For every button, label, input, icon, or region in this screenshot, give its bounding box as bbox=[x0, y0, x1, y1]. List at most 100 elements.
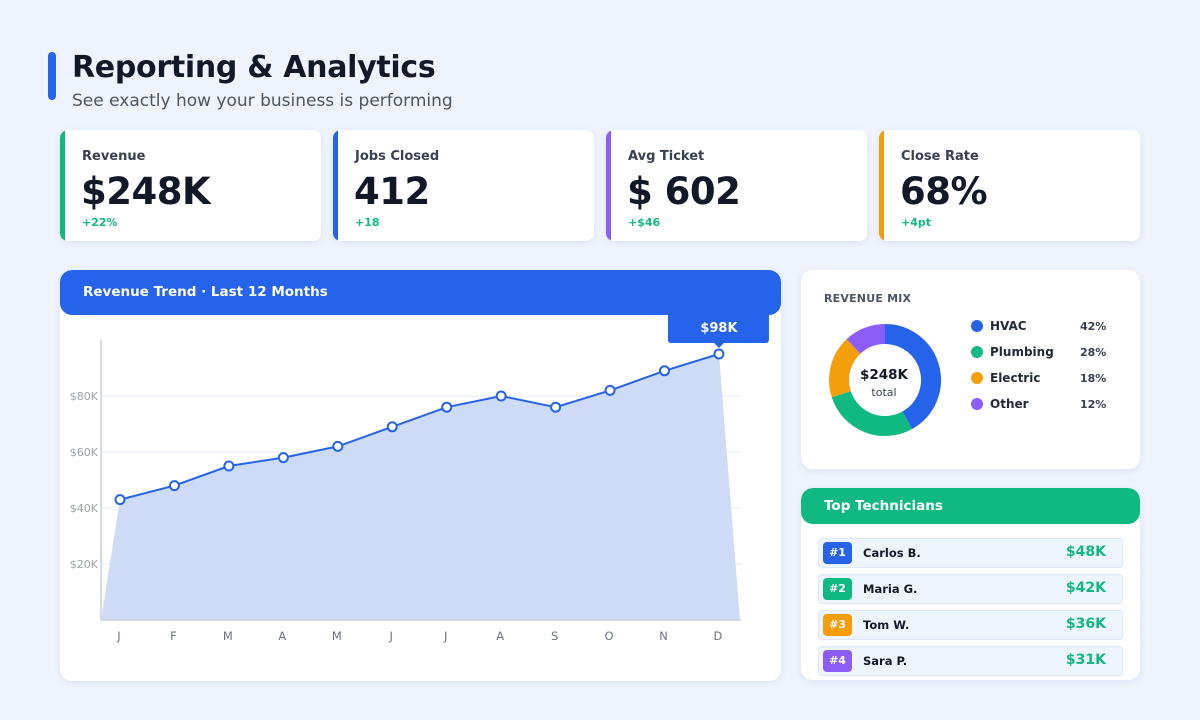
chart-header: Revenue Trend · Last 12 Months bbox=[60, 270, 781, 315]
kpi-accent-bar bbox=[879, 130, 884, 241]
kpi-value: 68% bbox=[900, 170, 988, 213]
x-tick-label: M bbox=[332, 629, 342, 643]
kpi-accent-bar bbox=[333, 130, 338, 241]
x-tick-label: A bbox=[278, 629, 286, 643]
legend-dot bbox=[971, 320, 983, 332]
kpi-delta: +$46 bbox=[628, 216, 661, 229]
legend-percent: 18% bbox=[1080, 372, 1107, 385]
legend-item-other: Other 12% bbox=[969, 396, 1119, 412]
kpi-delta: +22% bbox=[82, 216, 118, 229]
data-point bbox=[495, 390, 507, 402]
legend-label: Electric bbox=[990, 371, 1041, 385]
series-line bbox=[119, 353, 720, 501]
legend-item-plumbing: Plumbing 28% bbox=[969, 344, 1119, 360]
x-tick-label: A bbox=[496, 629, 504, 643]
legend-item-electric: Electric 18% bbox=[969, 370, 1119, 386]
y-tick-label: $20K bbox=[70, 558, 99, 571]
rank-badge: #1 bbox=[823, 542, 852, 564]
kpi-value: $248K bbox=[81, 170, 211, 213]
kpi-delta: +4pt bbox=[901, 216, 932, 229]
technician-revenue: $31K bbox=[1065, 652, 1106, 668]
legend-percent: 42% bbox=[1080, 320, 1107, 333]
revenue-mix-donut[interactable] bbox=[825, 322, 945, 442]
legend-label: Other bbox=[990, 397, 1029, 411]
x-tick-label: D bbox=[714, 629, 723, 643]
revenue-trend-card: $20K $40K $60K $80K J F M A M J J A S O N D $98K Revenue… bbox=[60, 270, 781, 681]
legend-dot bbox=[971, 372, 983, 384]
x-tick-label: J bbox=[389, 629, 393, 643]
title-accent-bar bbox=[48, 52, 56, 100]
legend-percent: 28% bbox=[1080, 346, 1107, 359]
kpi-label: Revenue bbox=[82, 149, 146, 164]
data-point bbox=[550, 401, 562, 413]
donut-center-value: $248K bbox=[859, 367, 909, 383]
x-tick-label: F bbox=[170, 629, 177, 643]
data-point bbox=[713, 348, 725, 360]
kpi-value: 412 bbox=[354, 170, 430, 213]
kpi-card-jobs-closed[interactable]: Jobs Closed 412 +18 bbox=[333, 130, 594, 241]
data-point bbox=[604, 384, 616, 396]
revenue-trend-chart[interactable]: $20K $40K $60K $80K J F M A M J J A S O N D $98K bbox=[60, 270, 781, 681]
kpi-label: Close Rate bbox=[901, 149, 979, 164]
y-tick-label: $80K bbox=[70, 390, 99, 403]
technician-name: Tom W. bbox=[863, 618, 910, 632]
kpi-value: $ 602 bbox=[627, 170, 741, 213]
area-fill bbox=[101, 354, 740, 620]
y-tick-label: $40K bbox=[70, 502, 99, 515]
technician-revenue: $48K bbox=[1065, 544, 1106, 560]
legend-dot bbox=[971, 346, 983, 358]
kpi-accent-bar bbox=[606, 130, 611, 241]
y-tick-label: $60K bbox=[70, 446, 99, 459]
data-point bbox=[168, 480, 180, 492]
legend-dot bbox=[971, 398, 983, 410]
technician-name: Sara P. bbox=[863, 654, 908, 668]
technician-row[interactable]: #2 Maria G. $42K bbox=[818, 574, 1123, 604]
rank-badge: #2 bbox=[823, 578, 852, 600]
revenue-mix-card: REVENUE MIX $248K total HVAC 42% Plumbin… bbox=[801, 270, 1140, 469]
data-point bbox=[441, 401, 453, 413]
donut-slice-hvac bbox=[884, 324, 941, 430]
legend-label: HVAC bbox=[990, 319, 1027, 333]
legend-item-hvac: HVAC 42% bbox=[969, 318, 1119, 334]
x-tick-label: J bbox=[443, 629, 447, 643]
data-point bbox=[223, 460, 235, 472]
x-tick-label: S bbox=[551, 629, 558, 643]
x-tick-label: O bbox=[605, 629, 614, 643]
data-point bbox=[332, 440, 344, 452]
technicians-header: Top Technicians bbox=[801, 488, 1140, 524]
kpi-card-revenue[interactable]: Revenue $248K +22% bbox=[60, 130, 321, 241]
technician-revenue: $42K bbox=[1065, 580, 1106, 596]
technician-row[interactable]: #4 Sara P. $31K bbox=[818, 646, 1123, 676]
donut-slice-electric bbox=[829, 339, 861, 398]
data-point bbox=[386, 421, 398, 433]
kpi-card-avg-ticket[interactable]: Avg Ticket $ 602 +$46 bbox=[606, 130, 867, 241]
technician-row[interactable]: #1 Carlos B. $48K bbox=[818, 538, 1123, 568]
peak-callout bbox=[667, 312, 769, 343]
technician-name: Carlos B. bbox=[863, 546, 921, 560]
data-point bbox=[114, 494, 126, 506]
revenue-mix-title: REVENUE MIX bbox=[824, 292, 912, 305]
page-subtitle: See exactly how your business is perform… bbox=[72, 91, 453, 111]
peak-callout-label: $98K bbox=[700, 321, 738, 336]
technicians-title: Top Technicians bbox=[824, 498, 943, 514]
kpi-delta: +18 bbox=[355, 216, 380, 229]
technician-revenue: $36K bbox=[1065, 616, 1106, 632]
callout-pointer bbox=[713, 343, 724, 348]
page-title: Reporting & Analytics bbox=[72, 50, 436, 85]
data-point bbox=[277, 452, 289, 464]
rank-badge: #3 bbox=[823, 614, 852, 636]
data-point bbox=[659, 365, 670, 377]
donut-center-label: total bbox=[871, 386, 897, 399]
donut-slice-other bbox=[846, 324, 886, 355]
kpi-card-close-rate[interactable]: Close Rate 68% +4pt bbox=[879, 130, 1140, 241]
rank-badge: #4 bbox=[823, 650, 852, 672]
kpi-label: Avg Ticket bbox=[628, 149, 705, 164]
legend-percent: 12% bbox=[1080, 398, 1107, 411]
x-tick-label: M bbox=[223, 629, 233, 643]
chart-title: Revenue Trend · Last 12 Months bbox=[83, 284, 328, 300]
x-tick-label: J bbox=[116, 629, 120, 643]
x-tick-label: N bbox=[659, 629, 668, 643]
technician-name: Maria G. bbox=[863, 582, 918, 596]
legend-label: Plumbing bbox=[990, 345, 1054, 359]
technician-row[interactable]: #3 Tom W. $36K bbox=[818, 610, 1123, 640]
